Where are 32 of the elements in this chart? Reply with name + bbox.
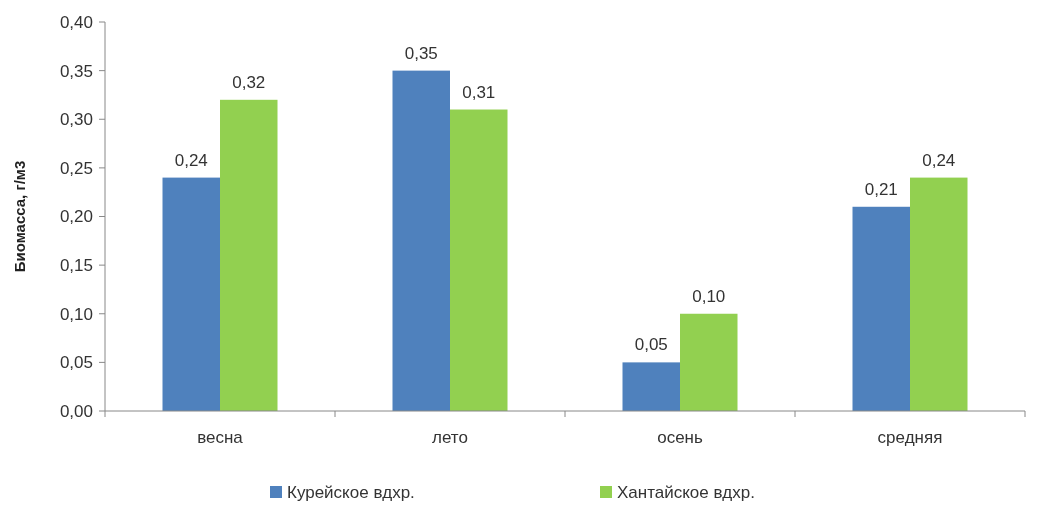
bar [622,362,680,411]
bar [910,177,968,411]
y-axis-title: Биомасса, г/м3 [11,160,28,273]
bar [680,313,738,411]
y-tick-label: 0,10 [59,304,93,324]
x-tick-label: средняя [877,428,943,447]
data-label: 0,35 [404,43,438,63]
data-label: 0,21 [864,179,898,199]
x-tick-label: осень [657,428,703,447]
bar [392,70,450,411]
y-tick-label: 0,30 [59,110,93,130]
y-tick-label: 0,20 [59,207,93,227]
bar [450,109,508,411]
data-label: 0,24 [174,150,208,170]
data-label: 0,10 [692,286,726,306]
bar [162,177,220,411]
bar [852,206,910,411]
y-tick-label: 0,00 [59,401,93,421]
y-tick-label: 0,05 [59,353,93,373]
y-tick-label: 0,40 [59,12,93,32]
y-tick-label: 0,35 [59,61,93,81]
data-label: 0,31 [462,82,496,102]
data-label: 0,05 [634,335,668,355]
data-label: 0,32 [232,72,266,92]
y-tick-label: 0,15 [59,256,93,276]
data-label: 0,24 [922,150,956,170]
x-tick-label: лето [432,428,468,447]
legend-label: Курейское вдхр. [287,483,415,502]
legend-label: Хантайское вдхр. [617,483,755,502]
y-tick-label: 0,25 [59,158,93,178]
bar [220,99,278,411]
x-tick-label: весна [197,428,244,447]
